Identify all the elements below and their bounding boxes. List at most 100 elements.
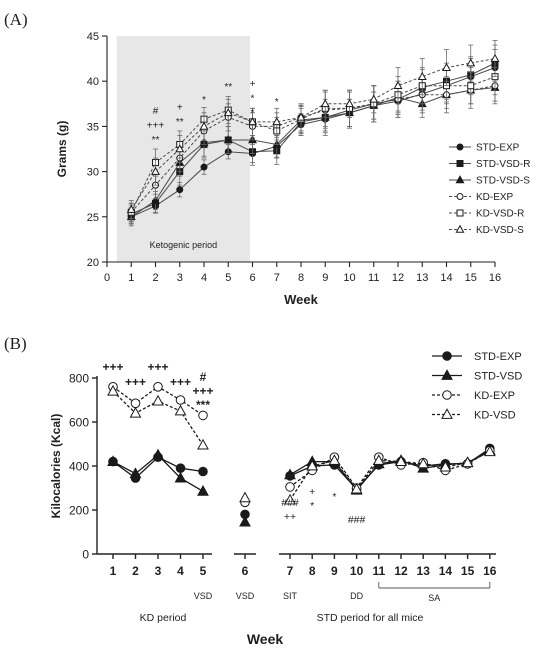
significance-mark-b: +++ (147, 360, 168, 374)
x-tick-label-a: 11 (368, 272, 379, 284)
x-tick-label-a: 10 (343, 272, 355, 284)
point-kd-vsd-s-week-8 (296, 112, 306, 121)
significance-mark-a: * (275, 97, 279, 108)
ketogenic-period-label: Ketogenic period (150, 240, 218, 250)
x-tick-label-a: 0 (104, 272, 110, 284)
point-b-kd-exp-week-3 (153, 382, 163, 392)
series-b-std-vsd (107, 444, 496, 527)
legend-marker (442, 351, 452, 361)
point-b-kd-vsd-week-1 (107, 384, 119, 396)
significance-mark-b: + (309, 486, 315, 498)
significance-mark-b: # (200, 370, 207, 384)
point-b-kd-vsd-week-16 (483, 445, 496, 457)
point-b-kd-vsd-week-14 (439, 460, 452, 472)
significance-mark-a: ** (152, 135, 160, 146)
x-axis-title-b: Week (247, 631, 284, 647)
point-std-vsd-s-week-5 (223, 135, 233, 144)
legend-label: KD-EXP (474, 390, 515, 402)
point-kd-vsd-r-week-15 (467, 82, 475, 90)
legend-label: KD-VSD (474, 410, 516, 422)
y-tick-label-b: 200 (69, 504, 89, 518)
x-tick-label-a: 2 (152, 272, 158, 284)
significance-mark-b: ### (348, 514, 366, 526)
legend-item-b-kd-exp: KD-EXP (432, 390, 515, 402)
line-std-vsd-s (130, 87, 496, 218)
point-b-kd-vsd-week-12 (395, 455, 407, 467)
point-kd-vsd-s-week-1 (126, 204, 136, 213)
point-kd-vsd-s-week-7 (272, 117, 282, 126)
x-tick-label-a: 15 (465, 272, 477, 284)
x-tick-label-b: 2 (132, 564, 139, 578)
line-b-kd-vsd-part-2 (289, 451, 491, 501)
x-tick-label-b: 12 (394, 564, 408, 578)
x-tick-label-a: 13 (416, 272, 428, 284)
point-b-std-vsd-week-3 (152, 448, 164, 460)
legend-marker (441, 369, 453, 380)
y-tick-label-a: 45 (87, 31, 99, 43)
x-tick-label-a: 9 (322, 272, 328, 284)
legend-marker (456, 193, 464, 200)
point-std-vsd-s-week-2 (151, 195, 160, 204)
y-tick-label-b: 400 (69, 460, 89, 474)
legend-marker (455, 175, 465, 184)
significance-mark-b: ++ (284, 511, 296, 523)
point-b-kd-exp-week-2 (130, 398, 141, 409)
x-tick-label-b: 9 (331, 564, 338, 578)
x-tick-label-a: 3 (177, 272, 183, 284)
x-tick-label-b: 16 (483, 564, 497, 578)
point-b-kd-vsd-week-7 (284, 493, 296, 505)
x-tick-label-b: 10 (350, 564, 364, 578)
period-label: STD period for all mice (317, 612, 424, 624)
point-kd-vsd-s-week-12 (393, 80, 403, 90)
y-tick-label-a: 40 (87, 76, 99, 88)
x-tick-label-b: 1 (110, 564, 117, 578)
point-kd-vsd-s-week-10 (345, 98, 354, 108)
y-axis-title-b: Kilocalories (Kcal) (49, 414, 63, 519)
legend-marker (456, 209, 464, 217)
significance-mark-b: +++ (192, 384, 213, 398)
legend-marker (456, 143, 464, 151)
point-b-std-exp-week-5 (198, 466, 208, 477)
series-kd-vsd-s (126, 40, 500, 220)
phase-label: SA (428, 593, 440, 603)
significance-mark-b: +++ (125, 375, 146, 389)
legend-label: KD-VSD-S (476, 225, 524, 236)
x-tick-label-b: 5 (200, 564, 207, 578)
legend-label: STD-VSD-R (476, 159, 530, 170)
point-kd-vsd-s-week-2 (151, 166, 160, 175)
legend-label: STD-EXP (476, 143, 520, 154)
x-tick-label-a: 6 (249, 272, 255, 284)
x-tick-label-b: 14 (439, 564, 453, 578)
legend-item-a-kd-vsd-r: KD-VSD-R (449, 209, 524, 220)
point-b-std-vsd-week-6 (239, 515, 251, 527)
legend-marker (441, 408, 453, 419)
significance-mark-b: * (310, 500, 314, 512)
x-tick-label-b: 6 (242, 564, 249, 578)
point-b-std-vsd-week-1 (107, 455, 119, 467)
legend-label: KD-EXP (476, 192, 514, 203)
legend-label: STD-VSD-S (476, 176, 530, 187)
point-std-exp-week-3 (176, 186, 184, 194)
point-b-std-vsd-week-5 (197, 484, 209, 496)
x-tick-label-a: 5 (225, 272, 231, 284)
legend-marker (455, 224, 465, 233)
legend-label: KD-VSD-R (476, 209, 524, 220)
legend-marker (442, 390, 452, 400)
legend-item-a-std-vsd-r: STD-VSD-R (449, 159, 530, 170)
legend-label: STD-EXP (474, 351, 522, 363)
point-b-kd-vsd-week-9 (328, 454, 341, 465)
legend-item-b-std-vsd: STD-VSD (432, 369, 522, 383)
point-b-kd-vsd-week-3 (152, 394, 164, 406)
point-kd-vsd-s-week-14 (442, 62, 451, 71)
y-tick-label-b: 0 (82, 548, 89, 562)
point-kd-vsd-s-week-16 (490, 53, 500, 62)
x-tick-label-a: 4 (201, 272, 207, 284)
point-b-kd-exp-week-5 (198, 410, 208, 421)
significance-mark-a: * (251, 94, 255, 105)
x-tick-label-a: 1 (128, 272, 134, 284)
line-b-kd-exp-part-2 (289, 450, 491, 490)
significance-mark-b: * (332, 491, 336, 503)
significance-mark-a: * (202, 95, 206, 106)
y-axis-title-a: Grams (g) (55, 121, 69, 178)
